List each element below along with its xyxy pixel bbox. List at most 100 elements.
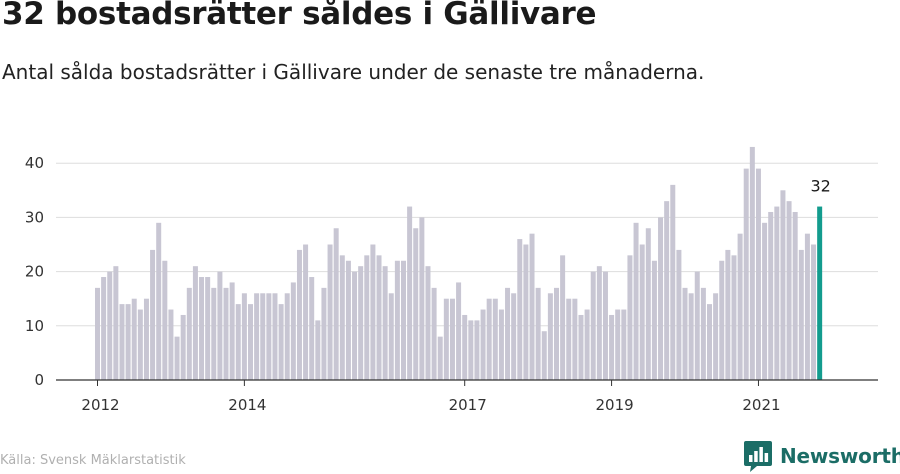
bar	[682, 287, 688, 380]
bar	[168, 309, 174, 380]
bar	[199, 277, 205, 380]
bar	[425, 266, 431, 380]
bar	[627, 255, 633, 380]
y-tick-label: 0	[34, 371, 44, 389]
bar	[694, 271, 700, 380]
bar	[401, 260, 406, 380]
bar	[572, 298, 578, 380]
bar	[529, 233, 535, 380]
bar	[333, 228, 339, 380]
x-tick-label: 2019	[595, 396, 633, 414]
x-tick-label: 2014	[228, 396, 266, 414]
highlight-bar	[817, 206, 823, 380]
bar	[162, 260, 168, 380]
bar	[113, 266, 119, 380]
annotations: 32	[810, 177, 830, 196]
bar	[217, 271, 223, 380]
bar	[615, 309, 621, 380]
bar	[156, 222, 162, 380]
bar	[707, 304, 712, 380]
value-label: 32	[810, 177, 830, 196]
bar	[792, 211, 798, 380]
x-axis: 2012 2014 2017 2019 2021	[56, 379, 878, 414]
bar	[639, 244, 645, 380]
bar	[719, 260, 725, 380]
bar	[339, 255, 345, 380]
bar	[223, 287, 229, 380]
bar	[566, 298, 572, 380]
bar	[413, 228, 419, 380]
x-tick-label: 2012	[81, 396, 119, 414]
bar	[700, 287, 706, 380]
bar	[456, 282, 462, 380]
bar	[811, 244, 817, 380]
bar	[150, 249, 156, 380]
bar	[370, 244, 376, 380]
bar	[376, 255, 382, 380]
bar	[590, 271, 596, 380]
x-tick-label: 2017	[449, 396, 487, 414]
bar	[645, 228, 651, 380]
bar	[449, 298, 455, 380]
bar	[480, 309, 486, 380]
bar	[186, 287, 192, 380]
bar	[143, 298, 149, 380]
bar	[762, 222, 768, 380]
bar	[517, 239, 523, 380]
bar	[474, 320, 480, 380]
bar	[388, 293, 394, 380]
bar	[419, 217, 425, 380]
bar	[364, 255, 370, 380]
bar	[205, 277, 211, 380]
bar	[192, 266, 198, 380]
bar	[107, 271, 113, 380]
bar	[235, 304, 241, 380]
bar	[633, 222, 639, 380]
bar	[768, 211, 774, 380]
bar	[443, 298, 449, 380]
bar	[774, 206, 780, 380]
bar	[786, 201, 792, 380]
bar	[584, 309, 590, 380]
bar	[596, 266, 602, 380]
bar	[358, 266, 364, 380]
source-note: Källa: Svensk Mäklarstatistik	[0, 453, 186, 468]
bar	[523, 244, 529, 380]
bar	[676, 249, 682, 380]
bar	[749, 146, 755, 380]
bar	[609, 314, 615, 380]
bar	[95, 287, 100, 380]
bar	[394, 260, 400, 380]
bar	[125, 304, 131, 380]
bar	[284, 293, 290, 380]
bar	[505, 287, 511, 380]
bar	[437, 336, 443, 380]
bar	[119, 304, 125, 380]
y-axis-labels: 0 10 20 30 40	[25, 154, 44, 389]
bar	[651, 260, 657, 380]
bar	[780, 190, 786, 380]
bar	[131, 298, 137, 380]
brand-logo[interactable]: Newsworthy	[743, 439, 900, 473]
chart-title: 32 bostadsrätter såldes i Gällivare	[2, 0, 597, 32]
bar	[266, 293, 272, 380]
bar	[296, 249, 302, 380]
bar	[755, 168, 761, 380]
bar	[272, 293, 278, 380]
bars	[95, 146, 823, 380]
bar	[578, 314, 584, 380]
bar	[211, 287, 217, 380]
bar	[345, 260, 351, 380]
bar	[254, 293, 260, 380]
bar	[229, 282, 235, 380]
bar	[352, 271, 358, 380]
bar	[547, 293, 553, 380]
bar	[248, 304, 253, 380]
bar	[798, 249, 804, 380]
bar	[621, 309, 627, 380]
bar	[278, 304, 284, 380]
bar	[382, 266, 388, 380]
bar	[498, 309, 504, 380]
newsworthy-logo-icon	[744, 440, 772, 472]
